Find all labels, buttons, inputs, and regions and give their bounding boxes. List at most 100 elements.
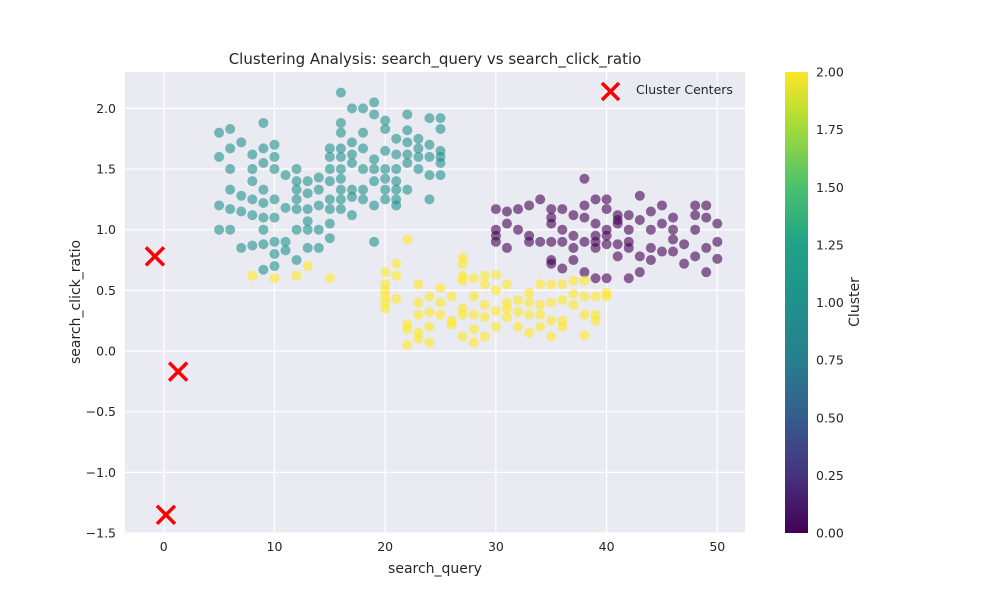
cluster-0-point	[645, 224, 656, 235]
cluster-2-point	[557, 279, 568, 290]
cluster-1-point	[269, 164, 280, 175]
cluster-centers	[144, 246, 189, 526]
cluster-1-point	[324, 218, 335, 229]
cluster-1-point	[258, 117, 269, 128]
cluster-2-point	[546, 331, 557, 342]
cluster-2-point	[391, 293, 402, 304]
cluster-2-point	[490, 285, 501, 296]
cluster-1-point	[291, 224, 302, 235]
cluster-0-point	[601, 194, 612, 205]
cluster-1-point	[358, 127, 369, 138]
cluster-2-point	[391, 270, 402, 281]
cluster-1-point	[280, 202, 291, 213]
cluster-0-point	[579, 173, 590, 184]
cluster-0-point	[679, 258, 690, 269]
cluster-1-point	[358, 103, 369, 114]
colorbar-tick-label: 1.75	[816, 122, 844, 137]
cluster-2-point	[579, 309, 590, 320]
cluster-0-point	[656, 246, 667, 257]
cluster-0-point	[679, 239, 690, 250]
cluster-0-point	[712, 253, 723, 264]
cluster-center-x-icon	[167, 361, 189, 382]
cluster-1-point	[302, 188, 313, 199]
y-axis-label: search_click_ratio	[68, 240, 84, 364]
cluster-2-point	[380, 267, 391, 278]
cluster-1-point	[225, 143, 236, 154]
cluster-1-point	[313, 184, 324, 195]
cluster-1-point	[258, 184, 269, 195]
cluster-0-point	[568, 210, 579, 221]
cluster-0-point	[501, 242, 512, 253]
cluster-1-point	[391, 184, 402, 195]
cluster-2-point	[490, 269, 501, 280]
cluster-1-point	[269, 194, 280, 205]
cluster-2-point	[468, 337, 479, 348]
cluster-0-point	[546, 236, 557, 247]
cluster-1-point	[424, 113, 435, 124]
cluster-0-point	[546, 258, 557, 269]
cluster-1-point	[369, 109, 380, 120]
cluster-1-point	[280, 236, 291, 247]
cluster-2-point	[424, 337, 435, 348]
y-tick-labels: −1.5 −1.0 −0.5 0.0 0.5 1.0 1.5 2.0	[86, 101, 116, 541]
x-tick-label: 40	[599, 539, 615, 554]
cluster-1-point	[258, 224, 269, 235]
cluster-1-point	[280, 170, 291, 181]
cluster-1-point	[247, 176, 258, 187]
cluster-2-point	[402, 234, 413, 245]
cluster-1-point	[236, 190, 247, 201]
cluster-0-point	[701, 200, 712, 211]
cluster-1-point	[258, 264, 269, 275]
y-tick-label: −0.5	[86, 404, 116, 419]
cluster-1-point	[413, 164, 424, 175]
cluster-1-point	[402, 157, 413, 168]
cluster-1-point	[346, 210, 357, 221]
cluster-1-point	[346, 103, 357, 114]
cluster-0-point	[656, 218, 667, 229]
cluster-1-point	[269, 139, 280, 150]
cluster-2-point	[479, 299, 490, 310]
cluster-2-point	[457, 309, 468, 320]
cluster-1-point	[358, 143, 369, 154]
cluster-1-point	[424, 139, 435, 150]
cluster-1-point	[302, 224, 313, 235]
cluster-2-point	[590, 291, 601, 302]
y-tick-label: −1.0	[86, 465, 116, 480]
cluster-0-point	[601, 273, 612, 284]
cluster-0-point	[623, 224, 634, 235]
y-tick-label: 1.0	[96, 222, 116, 237]
cluster-2-point	[579, 330, 590, 341]
cluster-1-point	[380, 145, 391, 156]
cluster-0-point	[590, 218, 601, 229]
cluster-1-point	[346, 137, 357, 148]
cluster-2-point	[546, 279, 557, 290]
cluster-0-point	[656, 200, 667, 211]
cluster-1-point	[380, 194, 391, 205]
cluster-0-point	[590, 273, 601, 284]
cluster-0-point	[579, 212, 590, 223]
legend-label: Cluster Centers	[636, 82, 733, 97]
cluster-0-point	[634, 190, 645, 201]
cluster-0-point	[701, 242, 712, 253]
cluster-0-point	[568, 255, 579, 266]
cluster-1-point	[324, 194, 335, 205]
cluster-0-point	[690, 200, 701, 211]
cluster-1-point	[335, 173, 346, 184]
cluster-0-point	[645, 255, 656, 266]
cluster-2-point	[424, 291, 435, 302]
cluster-1-point	[402, 109, 413, 120]
cluster-0-point	[701, 212, 712, 223]
cluster-1-point	[369, 200, 380, 211]
cluster-1-point	[313, 224, 324, 235]
cluster-0-point	[557, 224, 568, 235]
cluster-2-point	[269, 273, 280, 284]
cluster-1-point	[258, 143, 269, 154]
cluster-1-point	[214, 151, 225, 162]
cluster-2-point	[524, 287, 535, 298]
cluster-2-point	[479, 270, 490, 281]
legend-marker-x-icon	[600, 81, 621, 102]
cluster-0-point	[668, 234, 679, 245]
cluster-1-point	[324, 143, 335, 154]
cluster-1-point	[236, 242, 247, 253]
